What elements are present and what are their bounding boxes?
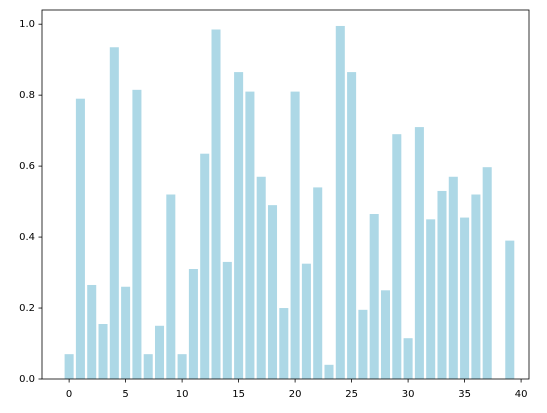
bar	[380, 290, 391, 379]
bar	[188, 269, 198, 379]
x-tick-label: 35	[458, 389, 471, 400]
bar	[75, 98, 85, 380]
bar	[154, 325, 165, 379]
bar	[143, 354, 153, 379]
x-tick-label: 40	[515, 389, 528, 400]
x-tick-label: 30	[402, 389, 415, 400]
bar	[369, 214, 379, 379]
bar	[290, 91, 300, 379]
x-tick-label: 20	[289, 389, 302, 400]
bar	[403, 338, 413, 379]
x-tick-label: 25	[345, 389, 358, 400]
bar	[234, 72, 244, 380]
bar	[121, 286, 131, 379]
bar	[392, 134, 402, 379]
bar	[177, 354, 187, 379]
bar	[301, 263, 311, 379]
bar	[448, 176, 458, 379]
y-tick-label: 0.0	[19, 374, 35, 385]
bar	[245, 91, 255, 379]
bar	[222, 261, 232, 379]
bar	[279, 308, 289, 379]
bar	[426, 219, 436, 379]
bar	[109, 47, 119, 379]
y-tick-label: 0.2	[19, 303, 35, 314]
plot-frame	[41, 9, 530, 380]
y-tick-label: 0.6	[19, 161, 35, 172]
bar	[87, 284, 97, 379]
x-tick-label: 5	[122, 389, 128, 400]
x-tick-label: 15	[232, 389, 245, 400]
bar	[471, 194, 481, 379]
y-tick-label: 0.8	[19, 90, 35, 101]
bar	[200, 153, 210, 379]
bar	[98, 324, 108, 379]
bar	[132, 89, 142, 380]
bar	[414, 127, 424, 379]
bar	[64, 354, 74, 379]
y-tick-label: 1.0	[19, 19, 35, 30]
bar	[256, 176, 266, 379]
x-tick-label: 0	[66, 389, 72, 400]
bar	[335, 25, 345, 380]
bar	[437, 190, 447, 379]
bar	[166, 194, 176, 379]
bar	[267, 205, 278, 379]
y-tick-label: 0.4	[19, 232, 35, 243]
bar	[482, 167, 492, 379]
bar	[324, 364, 334, 379]
bar	[460, 217, 470, 379]
bar	[358, 309, 368, 379]
bar	[505, 240, 515, 379]
bar	[211, 29, 221, 379]
bar	[347, 72, 357, 380]
x-tick-label: 10	[176, 389, 189, 400]
bar	[313, 187, 323, 379]
